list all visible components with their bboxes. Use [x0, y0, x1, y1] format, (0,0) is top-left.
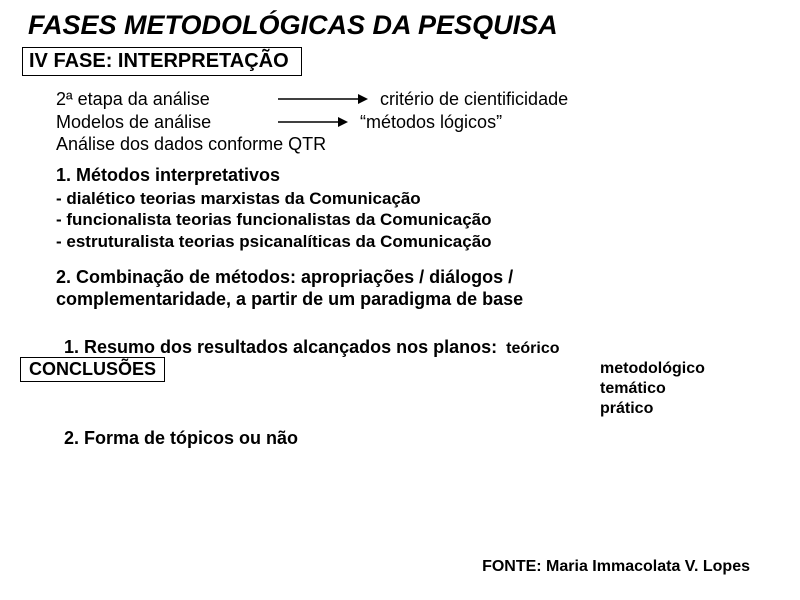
phase-heading-box: IV FASE: INTERPRETAÇÃO: [22, 47, 302, 76]
heading-combinacao: 2. Combinação de métodos: apropriações /…: [56, 266, 770, 311]
source-citation: FONTE: Maria Immacolata V. Lopes: [482, 558, 750, 576]
combinacao-line2: complementaridade, a partir de um paradi…: [56, 288, 770, 311]
bullet-dialetico: - dialético teorias marxistas da Comunic…: [56, 188, 770, 209]
heading-metodos: 1. Métodos interpretativos: [56, 164, 770, 187]
planos-list: metodológico temático prático: [600, 359, 705, 419]
row-modelos: Modelos de análise “métodos lógicos”: [56, 111, 770, 134]
conclusoes-box: CONCLUSÕES: [20, 357, 165, 382]
plano-metodologico: metodológico: [600, 359, 705, 379]
bullet-list: - dialético teorias marxistas da Comunic…: [56, 188, 770, 252]
text-modelos-left: Modelos de análise: [56, 111, 266, 134]
plano-teorico: teórico: [506, 340, 559, 357]
conclusoes-section: 1. Resumo dos resultados alcançados nos …: [0, 337, 800, 449]
bullet-funcionalista: - funcionalista teorias funcionalistas d…: [56, 209, 770, 230]
combinacao-line1: 2. Combinação de métodos: apropriações /…: [56, 266, 770, 289]
text-etapa-left: 2ª etapa da análise: [56, 88, 266, 111]
row-analise: Análise dos dados conforme QTR: [56, 133, 770, 156]
plano-pratico: prático: [600, 399, 705, 419]
resumo-line: 1. Resumo dos resultados alcançados nos …: [64, 337, 800, 358]
text-etapa-right: critério de cientificidade: [380, 88, 568, 111]
arrow-short-icon: [278, 115, 348, 129]
content-block: 2ª etapa da análise critério de cientifi…: [0, 76, 800, 311]
arrow-long-icon: [278, 92, 368, 106]
bullet-estruturalista: - estruturalista teorias psicanalíticas …: [56, 231, 770, 252]
row-etapa: 2ª etapa da análise critério de cientifi…: [56, 88, 770, 111]
forma-line: 2. Forma de tópicos ou não: [64, 428, 800, 449]
text-modelos-right: “métodos lógicos”: [360, 111, 502, 134]
resumo-text: 1. Resumo dos resultados alcançados nos …: [64, 337, 497, 357]
slide-title: FASES METODOLÓGICAS DA PESQUISA: [0, 0, 800, 47]
plano-tematico: temático: [600, 379, 705, 399]
